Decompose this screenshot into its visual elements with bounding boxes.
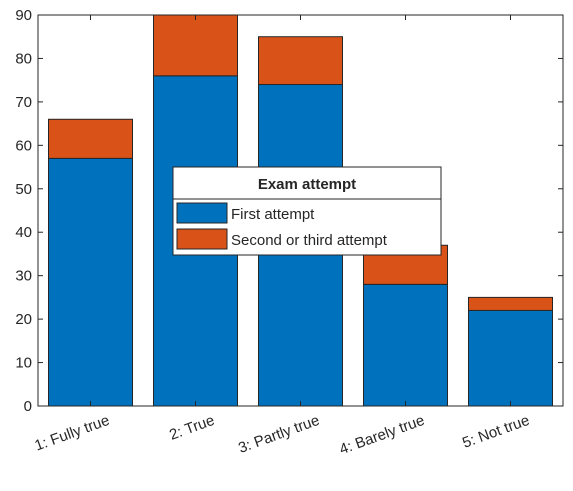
legend-swatch-first-attempt <box>176 202 228 224</box>
legend: Exam attempt First attempt Second or thi… <box>172 166 442 256</box>
y-tick-label: 40 <box>15 224 32 241</box>
y-tick-label: 0 <box>24 398 32 415</box>
y-tick-label: 60 <box>15 137 32 154</box>
x-tick-label-4-barely-true: 4: Barely true <box>337 412 427 458</box>
y-tick-label: 10 <box>15 355 32 372</box>
legend-swatch-second-or-third-attempt <box>176 228 228 250</box>
legend-title: Exam attempt <box>258 176 356 193</box>
bar-second-or-third-attempt-3-partly-true <box>258 36 343 86</box>
bar-second-or-third-attempt-1-fully-true <box>48 118 133 159</box>
y-tick-label: 30 <box>15 268 32 285</box>
legend-label-second-or-third-attempt: Second or third attempt <box>231 232 388 249</box>
bar-second-or-third-attempt-5-not-true <box>468 296 553 311</box>
y-tick-label: 50 <box>15 181 32 198</box>
x-tick-label-1-fully-true: 1: Fully true <box>32 412 111 455</box>
x-tick-label-5-not-true: 5: Not true <box>460 412 532 452</box>
bar-second-or-third-attempt-2-true <box>153 14 238 77</box>
y-tick-label: 90 <box>15 7 32 24</box>
bar-first-attempt-5-not-true <box>468 309 553 407</box>
x-tick-label-3-partly-true: 3: Partly true <box>236 412 322 457</box>
y-tick-label: 80 <box>15 50 32 67</box>
legend-label-first-attempt: First attempt <box>231 206 315 223</box>
bar-first-attempt-1-fully-true <box>48 157 133 407</box>
y-tick-label: 20 <box>15 311 32 328</box>
x-tick-label-2-true: 2: True <box>167 412 217 444</box>
y-tick-label: 70 <box>15 94 32 111</box>
bar-first-attempt-4-barely-true <box>363 283 448 407</box>
